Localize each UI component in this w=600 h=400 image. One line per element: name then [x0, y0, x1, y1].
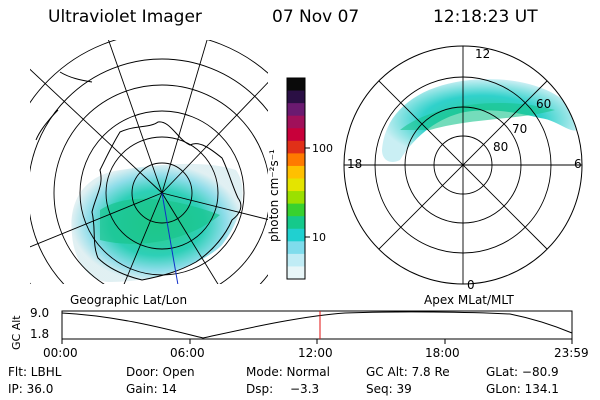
mlat-label-70: 70	[512, 122, 527, 136]
colorbar-band	[287, 228, 305, 242]
time-tick-0000: 00:00	[43, 346, 78, 360]
colorbar-band	[287, 203, 305, 217]
mlat-label-80: 80	[493, 140, 508, 154]
mlt-label-12: 12	[475, 47, 490, 61]
altitude-plot: GC Alt	[10, 310, 573, 350]
status-dsp-label: Dsp:	[246, 382, 274, 396]
status-ip: IP: 36.0	[8, 382, 54, 396]
colorbar-band	[287, 165, 305, 180]
uv-emission-region-right	[382, 79, 582, 162]
colorbar-band	[287, 266, 305, 280]
status-door: Door: Open	[126, 365, 195, 379]
status-mode: Mode: Normal	[246, 365, 330, 379]
magnetic-polar-plot: 12 18 6 0 60 70 80	[343, 45, 583, 292]
colorbar-tick-100: 100	[312, 142, 333, 155]
time-label: 12:18:23 UT	[433, 7, 538, 27]
colorbar-band	[287, 78, 305, 92]
status-gain: Gain: 14	[126, 382, 177, 396]
geographic-caption: Geographic Lat/Lon	[70, 293, 188, 307]
colorbar-band	[287, 191, 305, 205]
mlt-label-0: 0	[467, 278, 475, 292]
status-dsp-value: −3.3	[290, 382, 320, 396]
altitude-curve	[61, 311, 573, 339]
gc-alt-tick-9: 9.0	[30, 306, 50, 320]
colorbar-tick-10: 10	[312, 231, 326, 244]
time-tick-0600: 06:00	[170, 346, 205, 360]
time-tick-1800: 18:00	[425, 346, 460, 360]
gc-alt-tick-1.8: 1.8	[30, 327, 50, 341]
status-gc-alt: GC Alt: 7.8 Re	[366, 365, 450, 379]
instrument-title: Ultraviolet Imager	[48, 7, 202, 27]
colorbar-band	[287, 153, 305, 167]
status-seq: Seq: 39	[366, 382, 412, 396]
antarctica-coastline	[91, 121, 242, 281]
colorbar-band	[287, 178, 305, 192]
colorbar-band	[287, 128, 305, 142]
colorbar-band	[287, 115, 305, 129]
colorbar-band	[287, 90, 305, 104]
satellite-track-line	[161, 192, 179, 284]
time-tick-2359: 23:59	[554, 346, 589, 360]
mlt-label-18: 18	[347, 157, 362, 171]
status-filter: Flt: LBHL	[8, 365, 62, 379]
status-glat: GLat: −80.9	[486, 365, 559, 379]
colorbar-band	[287, 140, 305, 154]
colorbar-unit-label: photon cm⁻²s⁻¹	[267, 149, 281, 242]
colorbar-band	[287, 216, 305, 230]
mlt-label-6: 6	[574, 157, 582, 171]
colorbar-band	[287, 103, 305, 117]
colorbar	[287, 78, 305, 280]
gc-alt-axis-label: GC Alt	[10, 315, 23, 350]
status-glon: GLon: 134.1	[486, 382, 559, 396]
mlat-label-60: 60	[536, 97, 551, 111]
geographic-map	[30, 40, 268, 284]
time-tick-1200: 12:00	[298, 346, 333, 360]
colorbar-band	[287, 241, 305, 255]
colorbar-band	[287, 253, 305, 268]
date-label: 07 Nov 07	[272, 7, 360, 27]
apex-caption: Apex MLat/MLT	[424, 293, 514, 307]
